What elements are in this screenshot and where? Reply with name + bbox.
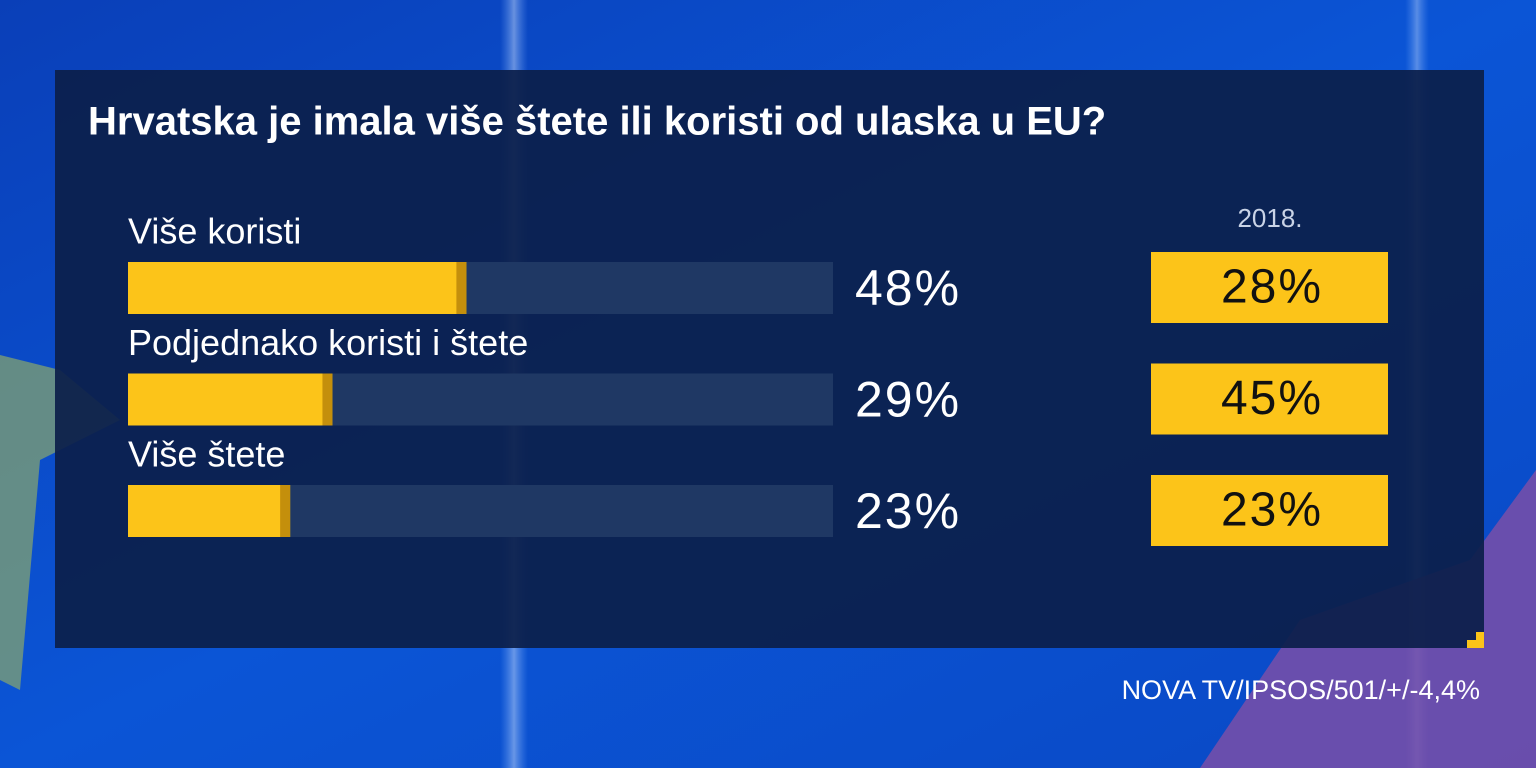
- legend-label: 2018.: [1237, 203, 1302, 233]
- comparison-label: 45%: [1221, 372, 1323, 425]
- category-label: Više koristi: [128, 211, 301, 252]
- comparison-label: 28%: [1221, 261, 1323, 314]
- value-label: 29%: [855, 372, 961, 428]
- bar: [128, 262, 467, 314]
- comparison-box: [1151, 475, 1388, 546]
- bar-cap: [280, 485, 291, 537]
- bar: [128, 373, 333, 426]
- bar-cap: [456, 262, 467, 314]
- source: NOVA TV/IPSOS/501/+/-4,4%: [1122, 675, 1480, 705]
- comparison-label: 23%: [1221, 484, 1323, 537]
- corner-accent: [1467, 632, 1484, 648]
- chart-title: Hrvatska je imala više štete ili koristi…: [88, 100, 1106, 144]
- comparison-box: [1151, 363, 1388, 435]
- bar-cap: [322, 373, 333, 426]
- category-label: Više štete: [128, 434, 285, 475]
- comparison-box: [1151, 252, 1388, 323]
- panel: [55, 70, 1484, 648]
- decor-shape: [0, 355, 120, 690]
- value-label: 48%: [855, 260, 961, 316]
- bar: [128, 485, 291, 537]
- category-label: Podjednako koristi i štete: [128, 322, 528, 363]
- value-label: 23%: [855, 483, 961, 539]
